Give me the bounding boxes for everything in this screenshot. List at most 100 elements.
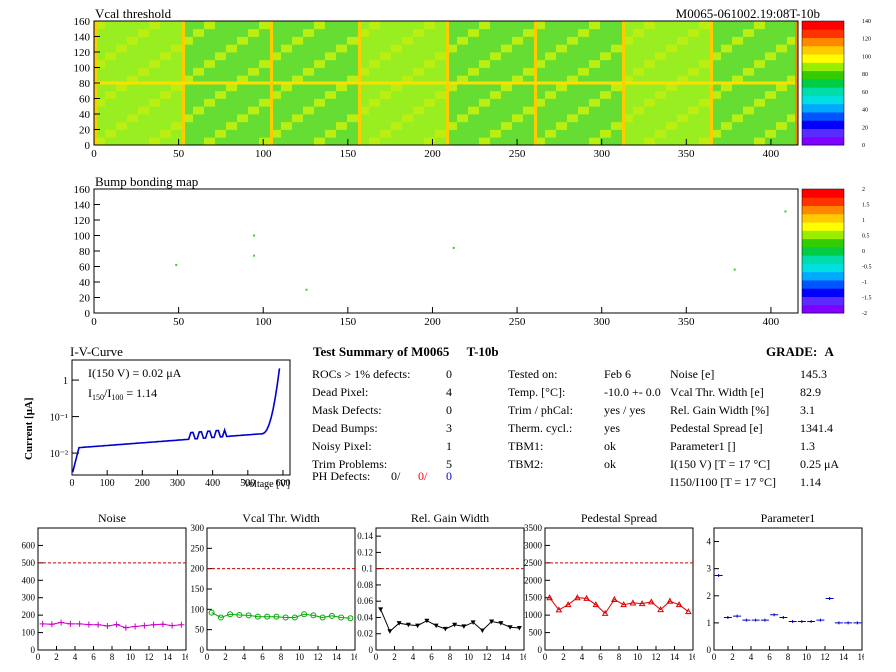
vcal-cell [699, 67, 711, 76]
vcal-cell [380, 83, 392, 92]
vcal-cell [402, 44, 414, 53]
small-plot-ytick-label: 0 [200, 645, 205, 655]
small-plot-point [104, 622, 111, 629]
bump-defect [305, 288, 308, 291]
small-plot-xtick-label: 14 [839, 652, 849, 662]
vcal-cell [479, 67, 491, 76]
summary-right-label: I(150 V) [T = 17 °C] [670, 457, 771, 471]
vcal-cell [633, 106, 645, 115]
vcal-cell [204, 121, 216, 130]
small-plot-xtick-label: 16 [182, 652, 189, 662]
vcal-cell [138, 44, 150, 53]
vcal-cell [149, 129, 161, 138]
vcal-cell [226, 52, 238, 61]
vcal-cell [468, 137, 480, 146]
small-plot-point [666, 597, 674, 604]
vcal-cell [446, 59, 458, 68]
small-plot-point [452, 622, 458, 628]
small-plot-point [245, 612, 252, 619]
vcal-cell [303, 83, 315, 92]
vcal-cell [204, 98, 216, 107]
small-plot-point [816, 618, 825, 622]
vcal-cell [314, 59, 326, 68]
small-plot-point [433, 623, 439, 629]
vcal-cell [369, 114, 381, 123]
vcal-xtick-label: 100 [255, 148, 272, 160]
vcal-cell [754, 98, 766, 107]
vcal-cell [215, 75, 227, 84]
small-plot-xtick-label: 10 [802, 652, 812, 662]
vcal-cell [435, 137, 447, 146]
bump-colorbar-label: 2 [862, 187, 865, 193]
vcal-cell [523, 67, 535, 76]
vcal-cell [589, 90, 601, 99]
vcal-cell [622, 90, 634, 99]
vcal-cell [402, 121, 414, 130]
vcal-cell [369, 44, 381, 53]
bump-defect-markers [175, 210, 787, 291]
vcal-cell [259, 114, 271, 123]
small-plot-ytick-label: 0.14 [357, 531, 373, 541]
bump-colorbar-swatch [802, 205, 844, 215]
vcal-cell [182, 52, 194, 61]
small-plot-xtick-label: 2 [392, 652, 397, 662]
vcal-cell [545, 36, 557, 45]
bump-ytick-label: 140 [74, 200, 91, 212]
vcal-cell [787, 83, 799, 92]
vcal-cell [622, 137, 634, 146]
vcal-cell [622, 75, 634, 84]
vcal-cell [490, 83, 502, 92]
vcal-cell [754, 28, 766, 37]
vcal-cell [237, 75, 249, 84]
vcal-cell [666, 59, 678, 68]
vcal-cell [281, 52, 293, 61]
vcal-cell [688, 52, 700, 61]
bump-xtick-label: 150 [340, 316, 357, 328]
vcal-cell [633, 98, 645, 107]
vcal-cell [171, 28, 183, 37]
small-plot-xtick-label: 6 [767, 652, 772, 662]
small-plot-point [516, 626, 522, 631]
vcal-cell [171, 36, 183, 45]
vcal-cell [358, 121, 370, 130]
vcal-colorbar: 0 20 40 60 80 100 120 140 [801, 19, 871, 149]
vcal-cell [589, 121, 601, 130]
vcal-cell [193, 21, 205, 30]
vcal-cell [259, 98, 271, 107]
vcal-cell [446, 114, 458, 123]
vcal-cell [204, 90, 216, 99]
vcal-cell [589, 59, 601, 68]
vcal-cell [600, 59, 612, 68]
vcal-cell [578, 98, 590, 107]
vcal-cell [699, 21, 711, 30]
small-plot-ytick-label: 150 [191, 584, 205, 594]
vcal-cell [292, 59, 304, 68]
vcal-cell [600, 90, 612, 99]
vcal-cell [743, 75, 755, 84]
vcal-xtick-label: 250 [509, 148, 526, 160]
small-plot-xtick-label: 8 [786, 652, 791, 662]
vcal-cell [303, 75, 315, 84]
vcal-cell [567, 75, 579, 84]
vcal-cell [666, 36, 678, 45]
vcal-cell [600, 67, 612, 76]
vcal-cell [193, 121, 205, 130]
vcal-cell [644, 90, 656, 99]
vcal-cell [127, 75, 139, 84]
vcal-cell [303, 114, 315, 123]
vcal-cell [688, 106, 700, 115]
vcal-cell [204, 21, 216, 30]
small-plot-title: Rel. Gain Width [411, 511, 489, 525]
vcal-cell [281, 106, 293, 115]
vcal-cell [248, 52, 260, 61]
small-plot-point [507, 625, 513, 630]
small-plot-point [58, 619, 65, 626]
vcal-cell [677, 52, 689, 61]
vcal-cell [501, 67, 513, 76]
vcal-cell [127, 121, 139, 130]
vcal-cell [699, 36, 711, 45]
small-plot-xtick-label: 4 [749, 652, 754, 662]
vcal-cell [380, 106, 392, 115]
small-plot-point [546, 594, 553, 601]
small-plot-xtick-label: 16 [520, 652, 527, 662]
